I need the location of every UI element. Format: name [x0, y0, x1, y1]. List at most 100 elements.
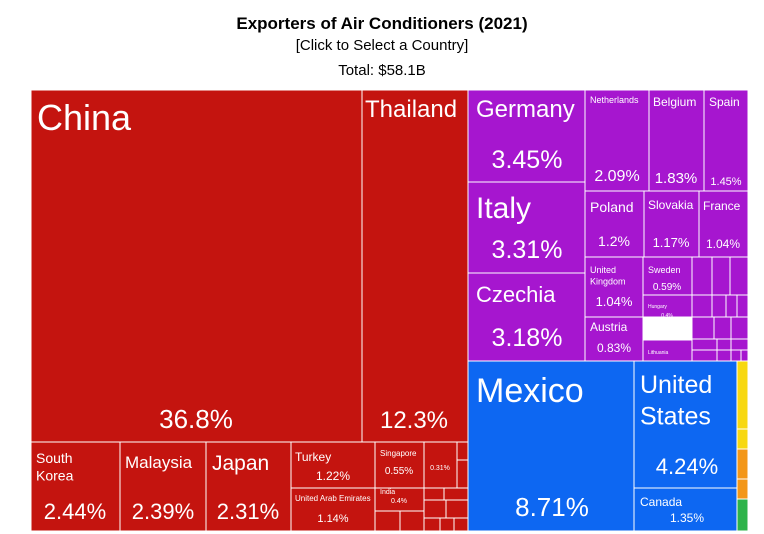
value-canada: 1.35% — [670, 511, 704, 525]
tile-france[interactable] — [698, 190, 749, 258]
total-value: Total: $58.1B — [338, 62, 426, 79]
label-mexico: Mexico — [476, 372, 584, 410]
tile-united-kingdom[interactable] — [584, 256, 644, 318]
tile-united-arab-emirates[interactable] — [290, 487, 376, 532]
tile-small-europe-13[interactable] — [716, 338, 732, 351]
value-hungary: 0.4% — [661, 313, 673, 319]
value-japan: 2.31% — [217, 499, 279, 524]
tile-canada[interactable] — [633, 487, 738, 532]
label-slovakia: Slovakia — [648, 198, 694, 212]
tile-mexico[interactable] — [467, 360, 635, 532]
label-lithuania: Lithuania — [648, 350, 669, 356]
label-canada: Canada — [640, 495, 682, 509]
tile-small-europe-14[interactable] — [730, 338, 749, 351]
tile-small-europe-7[interactable] — [736, 294, 749, 318]
tile-south-korea[interactable] — [30, 441, 121, 532]
tile-small-europe-1[interactable] — [691, 256, 713, 296]
tile-italy[interactable] — [467, 181, 586, 274]
label-south-korea-line-1: South — [36, 450, 73, 466]
label-united-kingdom-line-2: Kingdom — [590, 276, 626, 286]
label-czechia: Czechia — [476, 282, 556, 307]
tile-small-asia-2[interactable] — [456, 441, 469, 461]
tile-slovakia[interactable] — [643, 190, 700, 258]
tile-small-asia-6[interactable] — [423, 499, 447, 519]
tile-small-europe-16[interactable] — [730, 349, 742, 362]
tile-malaysia[interactable] — [119, 441, 207, 532]
tile-small-europe-2[interactable] — [711, 256, 731, 296]
tile-sweden[interactable] — [642, 256, 693, 296]
tile-spain[interactable] — [703, 89, 749, 192]
label-united-arab-emirates: United Arab Emirates — [295, 494, 371, 503]
label-sweden: Sweden — [648, 265, 681, 275]
tile-small-asia-12[interactable] — [453, 517, 469, 532]
label-japan: Japan — [212, 452, 269, 475]
tile-small-europe-9[interactable] — [713, 316, 732, 340]
tile-small-asia-9[interactable] — [399, 510, 425, 532]
tile-small-europe-17[interactable] — [740, 349, 749, 362]
tile-small-asia-7[interactable] — [445, 499, 469, 519]
label-united-states-line-2: States — [640, 402, 711, 430]
value-singapore: 0.55% — [385, 466, 413, 477]
tile-small-asia-5[interactable] — [443, 487, 469, 501]
value-czechia: 3.18% — [492, 324, 563, 352]
value-sweden: 0.59% — [653, 282, 681, 293]
tile-small-europe-4[interactable] — [691, 294, 713, 318]
value-poland: 1.2% — [598, 233, 630, 249]
tile-small-asia-3[interactable] — [456, 459, 469, 489]
tile-small-europe-5[interactable] — [711, 294, 727, 318]
tile-united-states[interactable] — [633, 360, 738, 489]
label-italy: Italy — [476, 192, 531, 225]
tile-other-region-5[interactable] — [736, 498, 749, 532]
tile-small-europe-6[interactable] — [725, 294, 738, 318]
label-united-kingdom-line-1: United — [590, 265, 616, 275]
label-belgium: Belgium — [653, 95, 696, 109]
value-slovakia: 1.17% — [653, 235, 690, 250]
value-united-states: 4.24% — [656, 454, 718, 479]
label-germany: Germany — [476, 96, 575, 123]
value-italy: 3.31% — [492, 236, 563, 264]
value-belgium: 1.83% — [655, 170, 698, 187]
value-malaysia: 2.39% — [132, 499, 194, 524]
value-united-kingdom: 1.04% — [596, 294, 633, 309]
tile-japan[interactable] — [205, 441, 292, 532]
label-hungary: Hungary — [648, 304, 667, 310]
tile-small-europe-12[interactable] — [691, 349, 718, 362]
tile-belgium[interactable] — [648, 89, 705, 192]
value-germany: 3.45% — [492, 146, 563, 174]
value-small-asia-1: 0.31% — [430, 465, 450, 472]
label-netherlands: Netherlands — [590, 95, 639, 105]
value-united-arab-emirates: 1.14% — [317, 513, 348, 525]
label-india: India — [380, 489, 395, 496]
tile-austria[interactable] — [584, 316, 644, 362]
tile-thailand[interactable] — [361, 89, 469, 443]
tile-small-europe-3[interactable] — [729, 256, 749, 296]
label-singapore: Singapore — [380, 449, 417, 458]
label-poland: Poland — [590, 199, 634, 215]
value-india: 0.4% — [391, 498, 407, 505]
value-austria: 0.83% — [597, 341, 631, 355]
tile-other-region-1[interactable] — [736, 360, 749, 430]
tile-other-region-3[interactable] — [736, 448, 749, 480]
value-south-korea: 2.44% — [44, 499, 106, 524]
tile-small-europe-15[interactable] — [716, 349, 732, 362]
label-spain: Spain — [709, 95, 740, 109]
tile-china[interactable] — [30, 89, 363, 443]
tile-small-asia-11[interactable] — [439, 517, 455, 532]
label-china: China — [37, 97, 132, 138]
tile-small-europe-11[interactable] — [691, 338, 718, 351]
value-china: 36.8% — [159, 404, 233, 434]
label-united-states-line-1: United — [640, 371, 712, 399]
tile-small-europe-8[interactable] — [691, 316, 715, 340]
select-country-link[interactable]: [Click to Select a Country] — [295, 37, 469, 54]
value-thailand: 12.3% — [380, 407, 448, 434]
label-austria: Austria — [590, 320, 628, 334]
value-spain: 1.45% — [710, 176, 741, 188]
tile-small-asia-8[interactable] — [374, 510, 401, 532]
tile-small-asia-10[interactable] — [423, 517, 441, 532]
tile-small-europe-10[interactable] — [730, 316, 749, 340]
value-netherlands: 2.09% — [594, 168, 639, 185]
tile-other-region-2[interactable] — [736, 428, 749, 450]
tile-germany[interactable] — [467, 89, 586, 183]
tile-other-region-4[interactable] — [736, 478, 749, 500]
tile-small-asia-4[interactable] — [423, 487, 445, 501]
